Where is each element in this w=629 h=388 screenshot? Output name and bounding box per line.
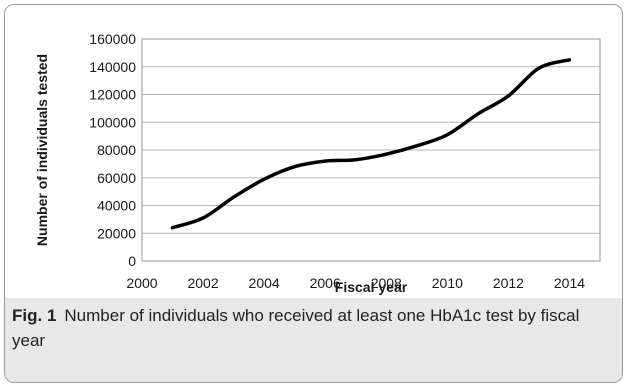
y-tick-label: 60000 bbox=[97, 170, 136, 186]
y-tick-label: 140000 bbox=[89, 59, 136, 75]
x-tick-label: 2000 bbox=[126, 275, 157, 291]
y-tick-label: 160000 bbox=[89, 31, 136, 47]
figure-label: Fig. 1 bbox=[12, 306, 57, 325]
x-tick-label: 2008 bbox=[371, 275, 402, 291]
y-tick-label: 40000 bbox=[97, 198, 136, 214]
data-point bbox=[567, 58, 571, 62]
line-chart: 0 20000 40000 60000 80000 100000 120000 140000 1… bbox=[34, 31, 601, 295]
x-tick-label: 2002 bbox=[187, 275, 218, 291]
data-point bbox=[323, 159, 327, 163]
y-tick-label: 120000 bbox=[89, 87, 136, 103]
data-point bbox=[232, 195, 236, 199]
series-group bbox=[170, 58, 572, 230]
x-tick-label: 2010 bbox=[432, 275, 463, 291]
x-tick-label: 2012 bbox=[493, 275, 524, 291]
data-point bbox=[171, 226, 175, 230]
y-tick-label: 100000 bbox=[89, 114, 136, 130]
data-point bbox=[445, 133, 449, 137]
data-point bbox=[201, 216, 205, 220]
data-point bbox=[262, 177, 266, 181]
caption-text: Number of individuals who received at le… bbox=[12, 306, 580, 350]
figure-frame bbox=[4, 4, 623, 383]
data-point bbox=[537, 66, 541, 70]
x-tick-label: 2006 bbox=[310, 275, 341, 291]
x-axis-title: Fiscal year bbox=[335, 279, 408, 295]
series-line bbox=[170, 58, 572, 230]
y-tick-label: 20000 bbox=[97, 225, 136, 241]
figure-caption: Fig. 1 Number of individuals who received… bbox=[12, 303, 612, 353]
x-tick-label: 2014 bbox=[554, 275, 585, 291]
data-point bbox=[354, 158, 358, 162]
y-tick-label: 0 bbox=[128, 253, 136, 269]
y-tick-label: 80000 bbox=[97, 142, 136, 158]
y-axis-ticks: 0 20000 40000 60000 80000 100000 120000 140000 1… bbox=[89, 31, 136, 269]
data-point bbox=[476, 112, 480, 116]
x-axis-ticks: 2000 2002 2004 2006 2008 2010 2012 2014 bbox=[126, 275, 585, 291]
y-axis-title: Number of individuals tested bbox=[34, 54, 50, 246]
x-tick-label: 2004 bbox=[249, 275, 280, 291]
data-point bbox=[506, 94, 510, 98]
data-point bbox=[293, 165, 297, 169]
data-point bbox=[384, 152, 388, 156]
plot-area-border bbox=[141, 38, 601, 262]
data-point bbox=[415, 144, 419, 148]
caption-background bbox=[5, 298, 622, 382]
